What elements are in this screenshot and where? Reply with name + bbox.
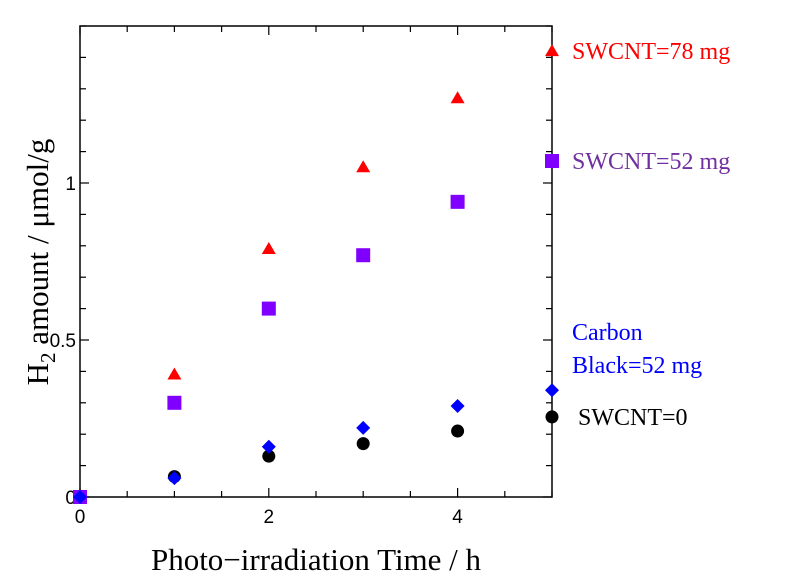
legend-label: SWCNT=0 (578, 405, 688, 431)
data-point-square (167, 395, 182, 410)
legend-label: Carbon (572, 320, 643, 346)
legend-label: SWCNT=78 mg (572, 39, 730, 65)
data-point-circle (356, 437, 370, 451)
data-point-circle (451, 424, 465, 438)
data-point-circle (262, 449, 276, 463)
data-markers (73, 44, 559, 504)
data-point-diamond (261, 439, 276, 454)
plot-frame (79, 25, 553, 498)
data-point-square (356, 248, 371, 263)
data-point-circle (545, 410, 559, 424)
y-tick-label: 1 (65, 174, 76, 195)
data-point-square (261, 301, 276, 316)
x-tick-label: 2 (264, 507, 275, 528)
legend: SWCNT=78 mg SWCNT=52 mg Carbon Black=52 mg S… (572, 39, 730, 431)
data-point-triangle (167, 367, 182, 380)
x-tick-label: 4 (452, 507, 463, 528)
legend-label: Black=52 mg (572, 353, 702, 379)
y-tick-label: 0 (65, 488, 76, 509)
data-point-triangle (545, 44, 559, 57)
x-axis-title: Photo−irradiation Time / h (151, 542, 482, 577)
y-axis-title: H2 amount / μmol/g (20, 139, 60, 386)
data-point-diamond (167, 471, 182, 486)
data-point-square (545, 154, 559, 169)
data-point-diamond (73, 490, 87, 504)
data-point-diamond (356, 420, 371, 435)
data-point-diamond (545, 383, 559, 398)
axis-ticks (79, 25, 553, 498)
data-point-square (450, 194, 465, 209)
y-tick-label: 0.5 (50, 331, 76, 352)
data-point-triangle (450, 91, 465, 104)
data-point-triangle (261, 241, 276, 254)
legend-label: SWCNT=52 mg (572, 149, 730, 175)
x-tick-label: 0 (75, 507, 86, 528)
data-point-triangle (356, 160, 371, 173)
data-point-diamond (450, 398, 465, 413)
axis-tick-labels: 0 2 4 0 0.5 1 (50, 174, 464, 528)
